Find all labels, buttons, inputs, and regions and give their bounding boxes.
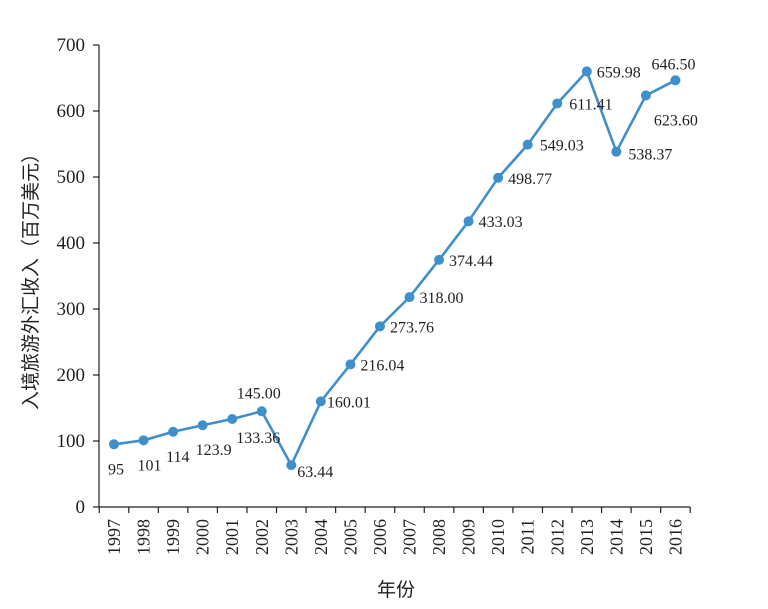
data-point: [404, 292, 415, 303]
x-tick-label: 1999: [163, 519, 183, 555]
data-point: [315, 396, 326, 407]
y-axis-label: 入境旅游外汇收入（百万美元）: [20, 144, 42, 410]
data-label: 123.9: [196, 442, 232, 459]
data-label: 273.76: [390, 319, 434, 336]
x-tick-label: 2005: [340, 519, 360, 555]
data-label: 549.03: [540, 138, 584, 155]
x-tick-label: 2013: [577, 519, 597, 555]
y-tick-label: 700: [57, 35, 86, 56]
series-group: [109, 66, 681, 471]
data-point: [463, 216, 474, 227]
data-point: [256, 406, 267, 417]
x-tick-label: 1997: [104, 519, 124, 555]
data-point: [227, 413, 238, 424]
data-point: [493, 172, 504, 183]
x-tick-label: 2000: [193, 519, 213, 555]
data-point: [581, 66, 592, 77]
data-point: [197, 420, 208, 431]
data-point: [611, 146, 622, 157]
x-tick-label: 2016: [665, 519, 685, 555]
series-line: [113, 70, 677, 467]
data-label: 646.50: [651, 56, 695, 73]
x-tick-label: 2007: [400, 519, 420, 555]
y-axis-ticks: 0 100 200 300 400 500 600 700: [57, 35, 99, 518]
data-label: 374.44: [449, 253, 493, 270]
y-tick-label: 600: [57, 101, 86, 122]
data-label: 318.00: [420, 290, 464, 307]
data-label: 611.41: [569, 96, 612, 113]
data-point: [109, 439, 119, 450]
y-tick-label: 300: [57, 299, 86, 320]
data-point: [374, 321, 385, 332]
data-point: [345, 359, 356, 370]
x-tick-label: 2011: [518, 519, 538, 554]
x-tick-label: 2014: [606, 519, 626, 555]
x-tick-label: 2004: [311, 519, 331, 555]
y-tick-label: 400: [57, 233, 86, 254]
data-label: 63.44: [297, 464, 333, 481]
data-point: [286, 460, 297, 471]
x-axis-ticks: 1997 1998 1999 2000 2001 2002 2003 2004 2005 2006…: [98, 507, 691, 555]
y-tick-label: 100: [57, 431, 86, 452]
data-point: [522, 139, 533, 150]
data-label: 101: [138, 457, 162, 474]
data-label: 216.04: [360, 357, 404, 374]
data-label: 160.01: [327, 394, 371, 411]
data-point: [434, 254, 445, 265]
data-label: 95: [108, 461, 124, 478]
x-tick-label: 2010: [488, 519, 508, 555]
data-label: 114: [166, 449, 189, 466]
data-point: [552, 98, 563, 109]
data-label: 659.98: [597, 64, 641, 81]
x-axis-label: 年份: [377, 579, 415, 601]
data-label: 145.00: [237, 385, 281, 402]
data-label: 498.77: [508, 171, 552, 188]
data-label: 433.03: [479, 214, 523, 231]
x-tick-label: 2002: [252, 519, 272, 555]
x-tick-label: 2001: [222, 519, 242, 555]
y-tick-label: 0: [76, 497, 86, 518]
data-label: 623.60: [654, 112, 698, 129]
data-point: [640, 90, 651, 101]
data-point: [670, 75, 681, 86]
x-tick-label: 2015: [636, 519, 656, 555]
data-label: 133.36: [236, 430, 280, 447]
data-point: [138, 435, 149, 446]
x-tick-label: 2003: [281, 519, 301, 555]
x-tick-label: 1998: [134, 519, 154, 555]
data-point: [168, 426, 179, 437]
x-tick-label: 2008: [429, 519, 449, 555]
x-tick-label: 2012: [547, 519, 567, 555]
y-tick-label: 200: [57, 365, 86, 386]
x-tick-label: 2006: [370, 519, 390, 555]
y-tick-label: 500: [57, 167, 86, 188]
data-label: 538.37: [628, 147, 672, 164]
x-tick-label: 2009: [459, 519, 479, 555]
